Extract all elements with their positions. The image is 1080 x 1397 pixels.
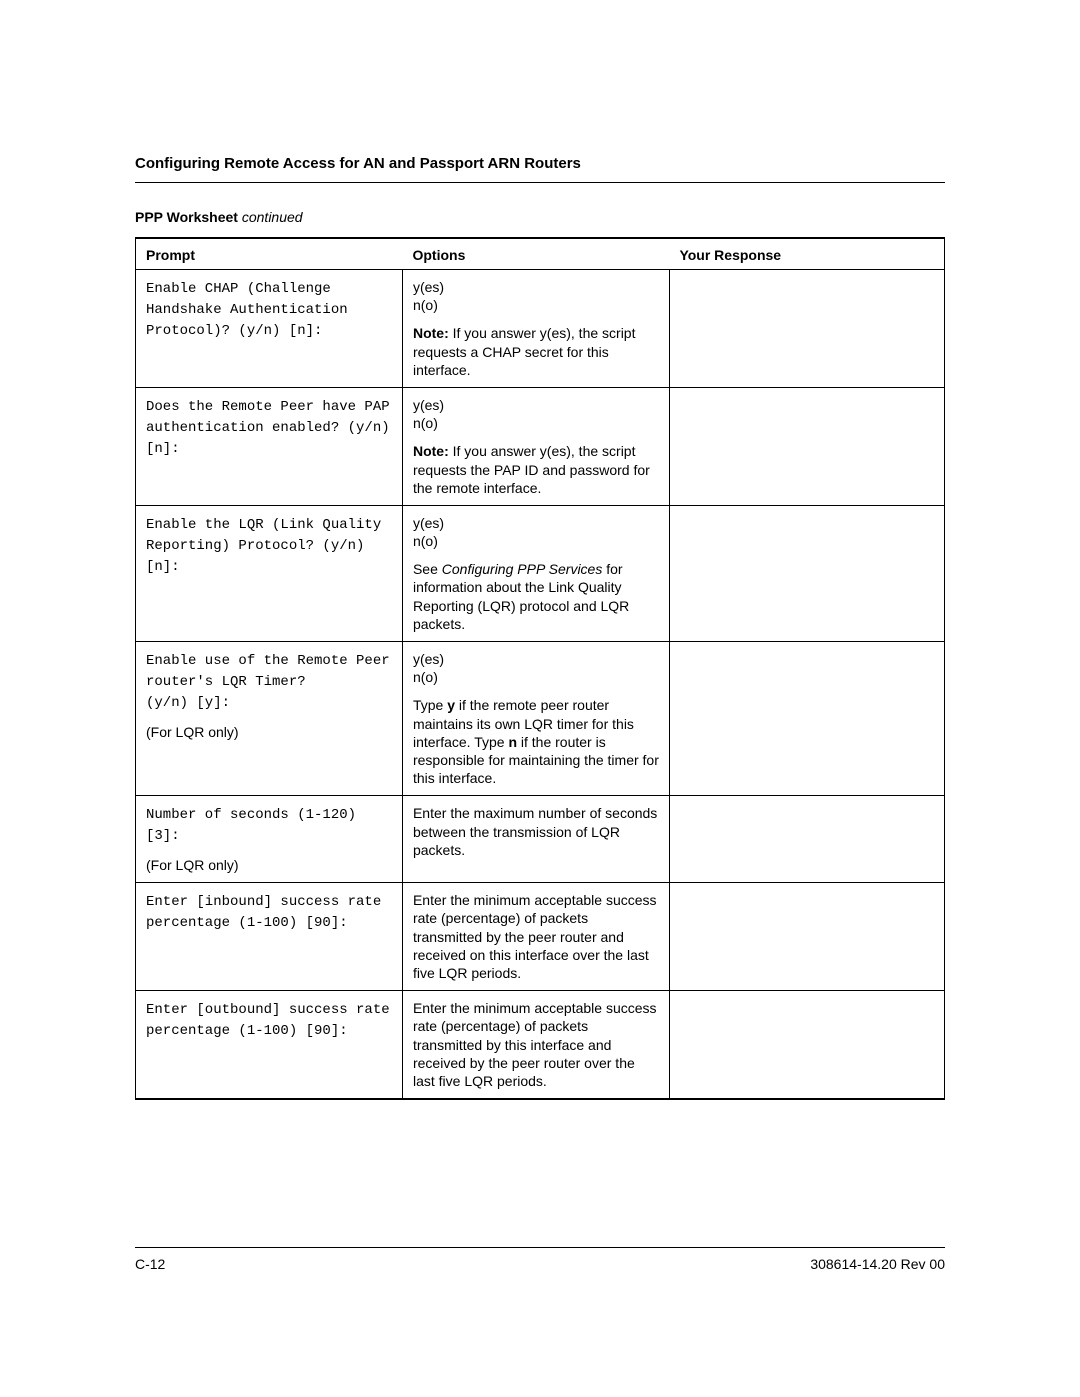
prompt-text: Enable the LQR (Link Quality Reporting) … bbox=[146, 517, 390, 575]
see-title: Configuring PPP Services bbox=[442, 561, 603, 577]
table-row: Does the Remote Peer have PAP authentica… bbox=[136, 387, 945, 505]
opt-no: n(o) bbox=[413, 669, 438, 685]
prompt-cell: Number of seconds (1-120) [3]: (For LQR … bbox=[136, 796, 403, 883]
page-number: C-12 bbox=[135, 1256, 165, 1272]
opt-yes: y(es) bbox=[413, 651, 444, 667]
col-response: Your Response bbox=[669, 238, 944, 270]
caption-bold: PPP Worksheet bbox=[135, 209, 242, 225]
table-header-row: Prompt Options Your Response bbox=[136, 238, 945, 270]
opt-yes: y(es) bbox=[413, 397, 444, 413]
prompt-text: Enter [inbound] success rate percentage … bbox=[146, 894, 390, 931]
see-a: See bbox=[413, 561, 442, 577]
prompt-cell: Enable CHAP (Challenge Handshake Authent… bbox=[136, 270, 403, 388]
prompt-text: Enter [outbound] success rate percentage… bbox=[146, 1002, 398, 1039]
response-cell[interactable] bbox=[669, 796, 944, 883]
table-row: Number of seconds (1-120) [3]: (For LQR … bbox=[136, 796, 945, 883]
note-lead: Note: bbox=[413, 443, 449, 459]
prompt-text: Does the Remote Peer have PAP authentica… bbox=[146, 399, 398, 457]
prompt-cell: Enter [outbound] success rate percentage… bbox=[136, 991, 403, 1099]
body-n: n bbox=[508, 734, 517, 750]
table-row: Enter [inbound] success rate percentage … bbox=[136, 883, 945, 991]
body: Enter the maximum number of seconds betw… bbox=[413, 805, 657, 857]
response-cell[interactable] bbox=[669, 991, 944, 1099]
response-cell[interactable] bbox=[669, 883, 944, 991]
response-cell[interactable] bbox=[669, 505, 944, 641]
worksheet-table: Prompt Options Your Response Enable CHAP… bbox=[135, 237, 945, 1100]
prompt-text: Enable CHAP (Challenge Handshake Authent… bbox=[146, 281, 356, 339]
prompt-cell: Enable use of the Remote Peer router's L… bbox=[136, 642, 403, 796]
body: Enter the minimum acceptable success rat… bbox=[413, 1000, 657, 1089]
page-footer: C-12 308614-14.20 Rev 00 bbox=[135, 1247, 945, 1272]
response-cell[interactable] bbox=[669, 387, 944, 505]
prompt-note: (For LQR only) bbox=[146, 857, 239, 873]
response-cell[interactable] bbox=[669, 270, 944, 388]
table-row: Enable the LQR (Link Quality Reporting) … bbox=[136, 505, 945, 641]
options-cell: y(es) n(o) Note: If you answer y(es), th… bbox=[402, 387, 669, 505]
prompt-cell: Does the Remote Peer have PAP authentica… bbox=[136, 387, 403, 505]
caption-italic: continued bbox=[242, 209, 303, 225]
page-title: Configuring Remote Access for AN and Pas… bbox=[135, 155, 945, 183]
options-cell: y(es) n(o) Type y if the remote peer rou… bbox=[402, 642, 669, 796]
options-cell: Enter the minimum acceptable success rat… bbox=[402, 991, 669, 1099]
table-caption: PPP Worksheet continued bbox=[135, 209, 945, 225]
table-row: Enter [outbound] success rate percentage… bbox=[136, 991, 945, 1099]
prompt-cell: Enter [inbound] success rate percentage … bbox=[136, 883, 403, 991]
opt-yes: y(es) bbox=[413, 279, 444, 295]
col-prompt: Prompt bbox=[136, 238, 403, 270]
options-cell: Enter the maximum number of seconds betw… bbox=[402, 796, 669, 883]
prompt-cell: Enable the LQR (Link Quality Reporting) … bbox=[136, 505, 403, 641]
options-cell: y(es) n(o) Note: If you answer y(es), th… bbox=[402, 270, 669, 388]
opt-no: n(o) bbox=[413, 533, 438, 549]
body-y: y bbox=[447, 697, 455, 713]
body: Enter the minimum acceptable success rat… bbox=[413, 892, 657, 981]
body-a: Type bbox=[413, 697, 447, 713]
note-lead: Note: bbox=[413, 325, 449, 341]
prompt-note: (For LQR only) bbox=[146, 724, 239, 740]
doc-revision: 308614-14.20 Rev 00 bbox=[810, 1256, 945, 1272]
options-cell: y(es) n(o) See Configuring PPP Services … bbox=[402, 505, 669, 641]
table-row: Enable use of the Remote Peer router's L… bbox=[136, 642, 945, 796]
note-body: If you answer y(es), the script requests… bbox=[413, 443, 650, 495]
opt-no: n(o) bbox=[413, 415, 438, 431]
table-row: Enable CHAP (Challenge Handshake Authent… bbox=[136, 270, 945, 388]
response-cell[interactable] bbox=[669, 642, 944, 796]
prompt-text: Enable use of the Remote Peer router's L… bbox=[146, 653, 398, 711]
opt-yes: y(es) bbox=[413, 515, 444, 531]
options-cell: Enter the minimum acceptable success rat… bbox=[402, 883, 669, 991]
col-options: Options bbox=[402, 238, 669, 270]
opt-no: n(o) bbox=[413, 297, 438, 313]
prompt-text: Number of seconds (1-120) [3]: bbox=[146, 807, 364, 844]
